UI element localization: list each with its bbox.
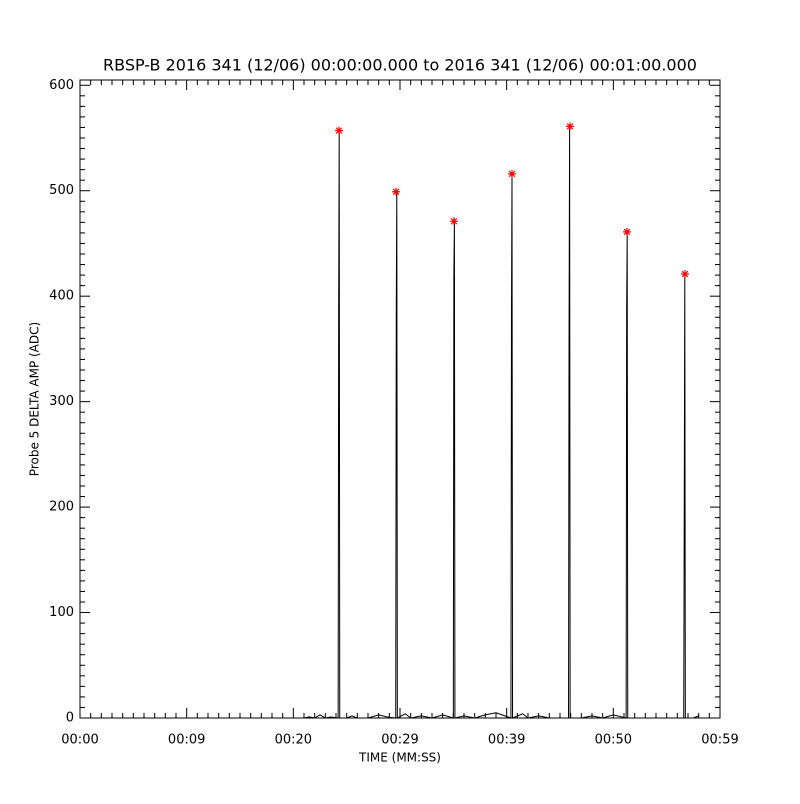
x-tick-label: 00:09 (168, 733, 205, 748)
y-tick-label: 0 (66, 711, 74, 726)
y-tick-label: 500 (49, 183, 74, 198)
peak-marker (334, 126, 343, 135)
plot-frame (79, 79, 721, 719)
y-tick-label: 100 (49, 605, 74, 620)
peak-marker (566, 122, 575, 131)
chart-title: RBSP-B 2016 341 (12/06) 00:00:00.000 to … (103, 56, 697, 75)
peak-marker (622, 227, 631, 236)
y-tick-label: 300 (49, 394, 74, 409)
peak-marker (681, 270, 690, 279)
x-tick-label: 00:39 (488, 733, 525, 748)
x-tick-label: 00:00 (61, 733, 98, 748)
y-axis-label: Probe 5 DELTA AMP (ADC) (28, 322, 42, 476)
x-tick-label: 00:29 (381, 733, 418, 748)
x-tick-label: 00:59 (701, 733, 738, 748)
y-tick-label: 400 (49, 289, 74, 304)
y-tick-label: 600 (49, 78, 74, 93)
peak-marker (392, 187, 401, 196)
x-tick-label: 00:50 (595, 733, 632, 748)
x-tick-label: 00:20 (275, 733, 312, 748)
x-axis-label: TIME (MM:SS) (358, 751, 441, 765)
y-tick-label: 200 (49, 500, 74, 515)
peak-marker (449, 217, 458, 226)
peak-marker (508, 169, 516, 178)
data-line (303, 126, 699, 719)
